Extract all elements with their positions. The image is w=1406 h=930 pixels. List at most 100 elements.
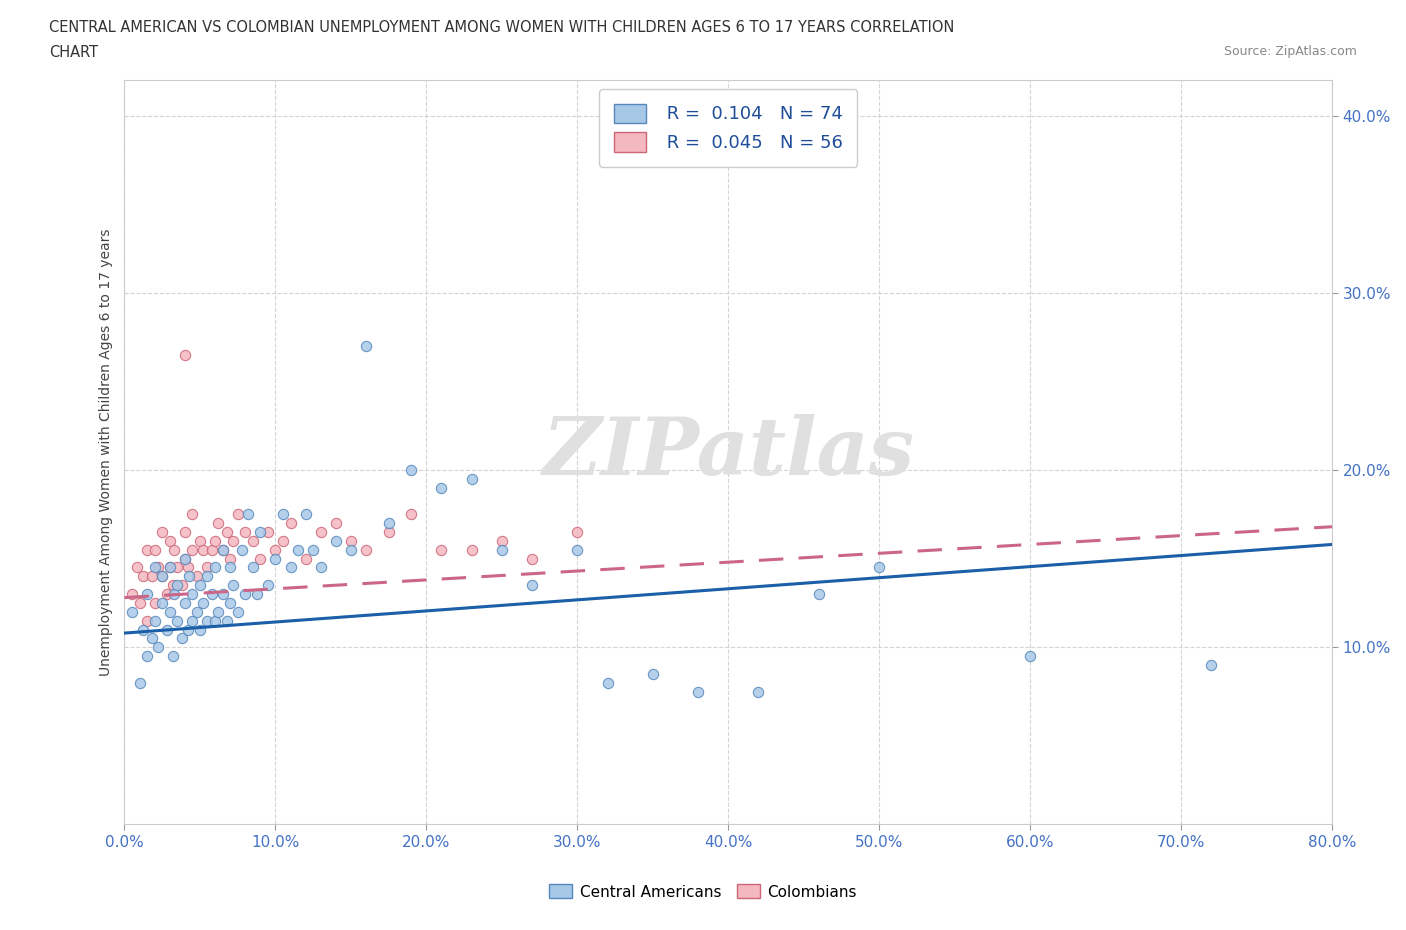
Point <box>173 525 195 539</box>
Point <box>159 534 181 549</box>
Point <box>430 542 453 557</box>
Point <box>231 542 253 557</box>
Point <box>156 622 179 637</box>
Point <box>150 525 173 539</box>
Point <box>207 516 229 531</box>
Point <box>226 604 249 619</box>
Point <box>233 587 256 602</box>
Text: CENTRAL AMERICAN VS COLOMBIAN UNEMPLOYMENT AMONG WOMEN WITH CHILDREN AGES 6 TO 1: CENTRAL AMERICAN VS COLOMBIAN UNEMPLOYME… <box>49 20 955 35</box>
Point <box>257 578 280 592</box>
Point <box>460 542 482 557</box>
Point <box>219 560 242 575</box>
Point <box>238 507 260 522</box>
Point <box>222 578 245 592</box>
Point <box>219 595 242 610</box>
Point <box>280 516 302 531</box>
Point <box>807 587 830 602</box>
Point <box>1201 658 1223 672</box>
Legend:  R =  0.104   N = 74,  R =  0.045   N = 56: R = 0.104 N = 74, R = 0.045 N = 56 <box>599 89 858 166</box>
Point <box>242 560 264 575</box>
Point <box>340 542 363 557</box>
Point <box>136 587 159 602</box>
Point <box>173 551 195 566</box>
Point <box>163 587 186 602</box>
Point <box>141 569 163 584</box>
Point <box>188 578 211 592</box>
Point <box>177 560 200 575</box>
Point <box>430 480 453 495</box>
Point <box>204 534 226 549</box>
Point <box>186 569 208 584</box>
Point <box>170 578 193 592</box>
Point <box>460 472 482 486</box>
Point <box>302 542 325 557</box>
Legend: Central Americans, Colombians: Central Americans, Colombians <box>543 878 863 906</box>
Point <box>146 640 169 655</box>
Point <box>249 525 271 539</box>
Point <box>162 578 184 592</box>
Point <box>143 542 166 557</box>
Point <box>219 551 242 566</box>
Point <box>159 560 181 575</box>
Point <box>294 507 316 522</box>
Point <box>150 569 173 584</box>
Point <box>128 675 150 690</box>
Point <box>246 587 269 602</box>
Point <box>242 534 264 549</box>
Point <box>264 551 287 566</box>
Point <box>143 560 166 575</box>
Point <box>354 542 377 557</box>
Point <box>309 525 332 539</box>
Text: Source: ZipAtlas.com: Source: ZipAtlas.com <box>1223 45 1357 58</box>
Point <box>211 542 233 557</box>
Point <box>150 595 173 610</box>
Point <box>201 542 224 557</box>
Point <box>141 631 163 645</box>
Point <box>294 551 316 566</box>
Point <box>257 525 280 539</box>
Point <box>401 462 423 477</box>
Point <box>226 507 249 522</box>
Point <box>173 551 195 566</box>
Point <box>162 648 184 663</box>
Point <box>520 578 543 592</box>
Point <box>271 507 294 522</box>
Point <box>131 569 153 584</box>
Point <box>491 542 513 557</box>
Point <box>688 684 710 699</box>
Point <box>146 560 169 575</box>
Point <box>188 534 211 549</box>
Point <box>264 542 287 557</box>
Text: CHART: CHART <box>49 45 98 60</box>
Point <box>207 604 229 619</box>
Point <box>377 525 399 539</box>
Point <box>177 622 200 637</box>
Point <box>125 560 148 575</box>
Point <box>217 525 239 539</box>
Point <box>181 613 204 628</box>
Point <box>121 587 143 602</box>
Point <box>280 560 302 575</box>
Point <box>166 560 188 575</box>
Point <box>567 525 589 539</box>
Point <box>868 560 890 575</box>
Point <box>128 595 150 610</box>
Point <box>181 507 204 522</box>
Point <box>520 551 543 566</box>
Point <box>186 604 208 619</box>
Point <box>197 613 219 628</box>
Point <box>747 684 769 699</box>
Point <box>150 569 173 584</box>
Point <box>136 648 159 663</box>
Point <box>1019 648 1042 663</box>
Point <box>163 542 186 557</box>
Point <box>131 622 153 637</box>
Point <box>340 534 363 549</box>
Point <box>136 542 159 557</box>
Point <box>136 613 159 628</box>
Point <box>159 604 181 619</box>
Text: ZIPatlas: ZIPatlas <box>543 414 914 491</box>
Point <box>325 534 347 549</box>
Point <box>197 560 219 575</box>
Point <box>287 542 309 557</box>
